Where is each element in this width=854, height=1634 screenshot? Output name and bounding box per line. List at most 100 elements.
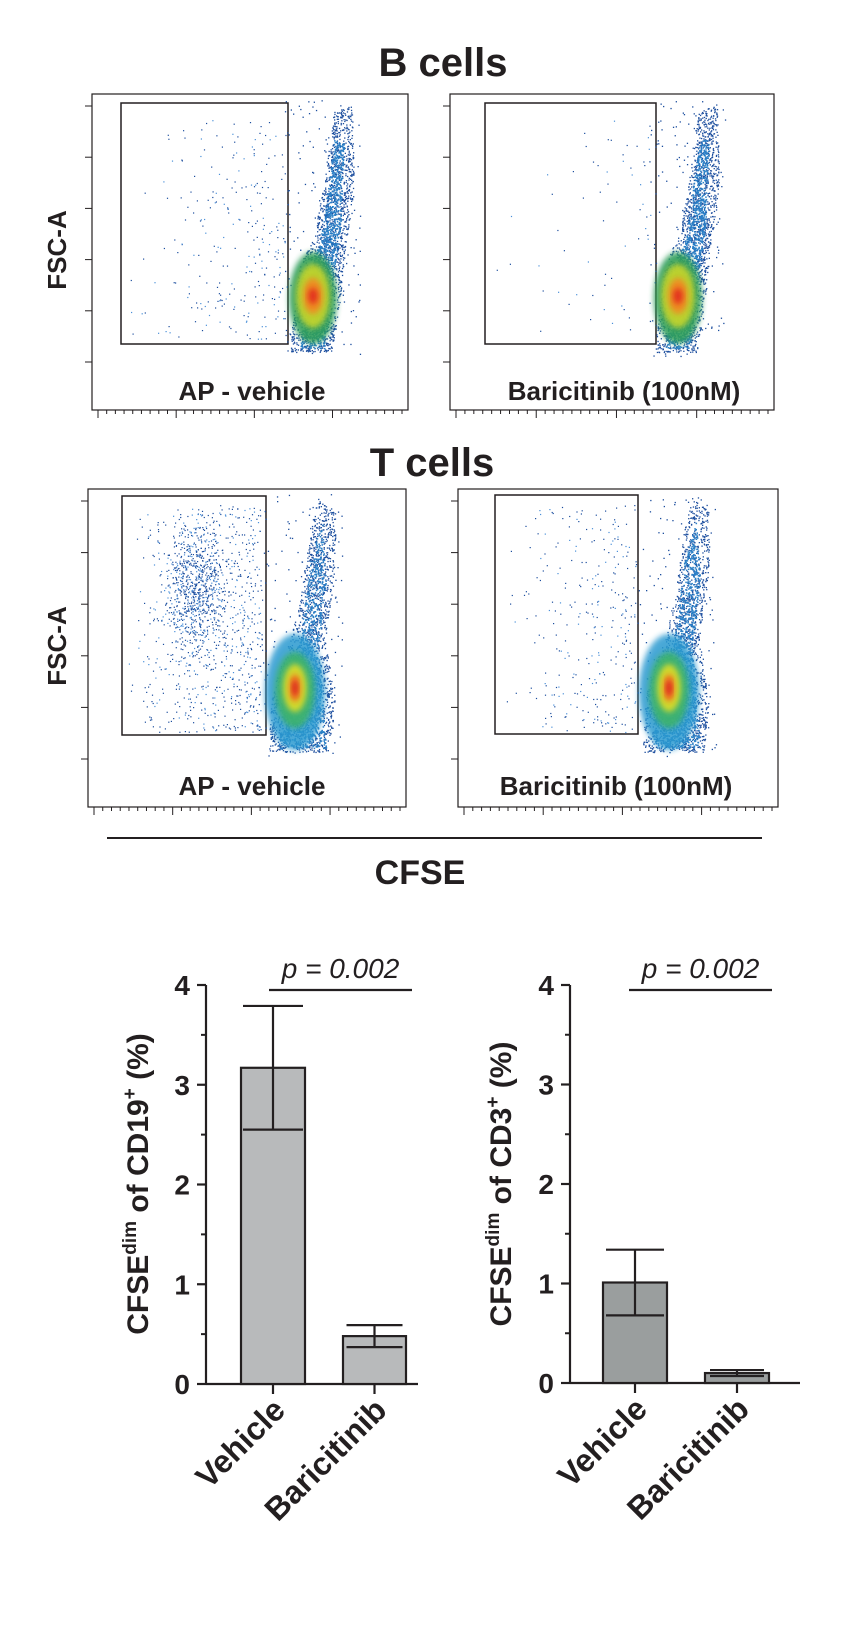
event-dot — [326, 343, 328, 345]
event-dot — [340, 105, 342, 107]
event-dot — [339, 203, 341, 206]
event-dot — [716, 109, 719, 111]
event-dot — [302, 341, 304, 344]
event-dot — [695, 221, 697, 223]
event-dot — [346, 158, 348, 160]
event-dot — [714, 198, 716, 200]
event-dot — [672, 126, 675, 128]
event-dot — [277, 316, 279, 318]
event-dot — [330, 263, 333, 265]
event-dot — [352, 155, 354, 157]
event-dot — [301, 344, 304, 346]
event-dot — [701, 303, 703, 306]
event-dot — [692, 170, 694, 172]
event-dot — [313, 346, 315, 349]
event-dot — [684, 343, 686, 345]
event-dot — [714, 118, 717, 120]
event-dot — [337, 257, 339, 259]
event-dot — [701, 208, 703, 210]
event-dot — [332, 191, 334, 193]
event-dot — [169, 332, 171, 334]
event-dot — [349, 158, 351, 160]
event-dot — [342, 116, 344, 118]
event-dot — [649, 320, 652, 323]
event-dot — [687, 216, 689, 218]
event-dot — [323, 236, 325, 239]
event-dot — [694, 237, 696, 239]
event-dot — [706, 279, 708, 281]
event-dot — [702, 261, 705, 263]
event-dot — [705, 114, 707, 116]
event-dot — [332, 214, 334, 217]
event-dot — [704, 283, 706, 285]
event-dot — [687, 226, 689, 228]
event-dot — [328, 202, 330, 205]
event-dot — [710, 138, 713, 141]
event-dot — [312, 172, 315, 174]
event-dot — [713, 149, 715, 152]
event-dot — [333, 227, 335, 229]
event-dot — [335, 179, 338, 181]
event-dot — [717, 180, 719, 183]
event-dot — [337, 122, 339, 125]
event-dot — [713, 163, 715, 165]
event-dot — [687, 234, 689, 236]
event-dot — [686, 210, 688, 212]
plot-axis-ticks — [85, 105, 403, 418]
event-dot — [322, 208, 324, 210]
event-dot — [332, 175, 334, 178]
event-dot — [334, 225, 336, 227]
event-dot — [675, 245, 677, 247]
event-dot — [711, 156, 714, 158]
event-dot — [722, 176, 724, 178]
event-dot — [715, 124, 718, 126]
event-dot — [234, 306, 236, 308]
event-dot — [329, 248, 332, 250]
event-dot — [698, 123, 700, 125]
event-dot — [327, 225, 329, 228]
event-dot — [694, 237, 697, 240]
event-dot — [294, 334, 296, 336]
event-dot — [347, 189, 350, 192]
event-dot — [345, 219, 348, 221]
event-dot — [339, 171, 341, 173]
event-dot — [325, 245, 327, 247]
event-dot — [322, 211, 324, 213]
event-dot — [704, 183, 706, 186]
event-dot — [326, 196, 329, 199]
event-dot — [326, 259, 328, 261]
event-dot — [351, 112, 353, 114]
event-dot — [710, 161, 713, 163]
event-dot — [336, 276, 339, 278]
event-dot — [248, 222, 250, 224]
event-dot — [709, 158, 712, 160]
event-dot — [339, 295, 341, 297]
event-dot — [324, 349, 327, 351]
event-dot — [338, 231, 340, 234]
event-dot — [334, 133, 336, 136]
event-dot — [663, 351, 665, 354]
event-dot — [711, 189, 713, 192]
event-dot — [331, 159, 333, 161]
event-dot — [676, 244, 678, 246]
event-dot — [330, 240, 332, 242]
event-dot — [324, 238, 327, 240]
event-dot — [238, 218, 240, 220]
event-dot — [705, 174, 707, 177]
event-dot — [335, 172, 337, 174]
event-dot — [699, 220, 701, 222]
event-dot — [350, 310, 352, 313]
event-dot — [351, 175, 353, 177]
event-dot — [649, 161, 651, 163]
event-dot — [337, 237, 340, 239]
event-dot — [250, 205, 252, 207]
event-dot — [335, 231, 337, 233]
event-dot — [678, 247, 680, 249]
event-dot — [691, 208, 693, 210]
event-dot — [317, 251, 320, 253]
event-dot — [713, 291, 715, 293]
event-dot — [326, 239, 329, 241]
event-dot — [333, 166, 336, 168]
event-dot — [334, 173, 337, 176]
event-dot — [141, 313, 143, 315]
